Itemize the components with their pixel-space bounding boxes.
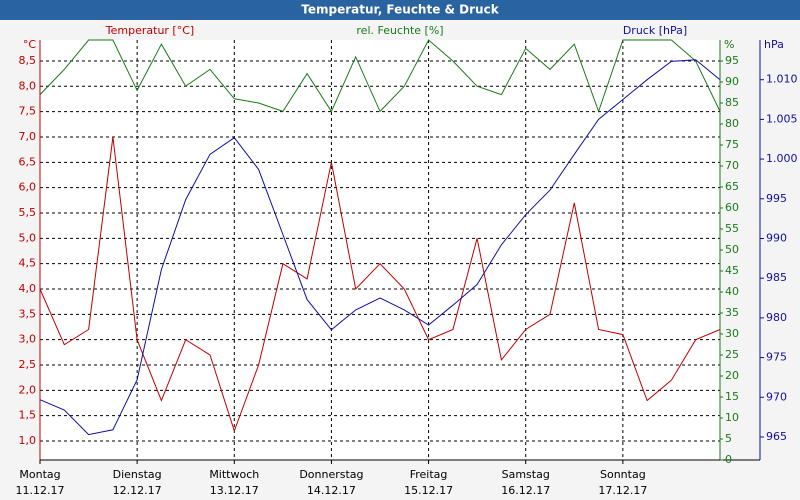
y2-tick-label: 40 — [725, 285, 739, 298]
y-tick-label: 5,5 — [19, 206, 37, 219]
y3-unit: hPa — [764, 38, 784, 51]
y2-tick-label: 65 — [725, 180, 739, 193]
y2-tick-label: 60 — [725, 201, 739, 214]
y-tick-label: 4,5 — [19, 257, 37, 270]
y2-tick-label: 75 — [725, 138, 739, 151]
y-tick-label: 7,0 — [19, 130, 37, 143]
y-tick-label: 2,0 — [19, 383, 37, 396]
y2-tick-label: 70 — [725, 159, 739, 172]
y2-tick-label: 15 — [725, 390, 739, 403]
y-tick-label: 6,5 — [19, 155, 37, 168]
chart-title: Temperatur, Feuchte & Druck — [301, 3, 499, 17]
y2-unit: % — [724, 38, 734, 51]
y2-tick-label: 20 — [725, 369, 739, 382]
y-unit: °C — [23, 38, 37, 51]
y3-tick-label: 1.010 — [766, 73, 798, 86]
y3-tick-label: 975 — [766, 351, 787, 364]
y2-tick-label: 0 — [725, 453, 732, 466]
series-line — [39, 136, 721, 433]
series-title: rel. Feuchte [%] — [356, 24, 443, 37]
y3-tick-label: 1.000 — [766, 152, 798, 165]
y3-tick-label: 1.005 — [766, 112, 798, 125]
y2-tick-label: 90 — [725, 75, 739, 88]
y2-tick-label: 30 — [725, 327, 739, 340]
series-title: Temperatur [°C] — [105, 24, 194, 37]
y2-tick-label: 50 — [725, 243, 739, 256]
y-tick-label: 1,5 — [19, 409, 37, 422]
y2-tick-label: 85 — [725, 96, 739, 109]
y-tick-label: 4,0 — [19, 282, 37, 295]
y3-tick-label: 985 — [766, 271, 787, 284]
y3-tick-label: 980 — [766, 311, 787, 324]
y3-tick-label: 995 — [766, 192, 787, 205]
y-tick-label: 3,0 — [19, 333, 37, 346]
y-tick-label: 8,5 — [19, 54, 37, 67]
series-line — [39, 39, 721, 113]
x-tick-label: Montag — [19, 468, 60, 481]
y2-tick-label: 25 — [725, 348, 739, 361]
x-tick-date: 14.12.17 — [307, 484, 356, 497]
y2-tick-label: 35 — [725, 306, 739, 319]
x-tick-label: Samstag — [502, 468, 550, 481]
y2-tick-label: 45 — [725, 264, 739, 277]
title-bar — [0, 0, 800, 20]
y-tick-label: 7,5 — [19, 105, 37, 118]
x-tick-date: 12.12.17 — [113, 484, 162, 497]
y2-tick-label: 55 — [725, 222, 739, 235]
y2-tick-label: 10 — [725, 411, 739, 424]
y-tick-label: 8,0 — [19, 79, 37, 92]
x-tick-date: 16.12.17 — [501, 484, 550, 497]
x-tick-date: 13.12.17 — [210, 484, 259, 497]
x-tick-label: Dienstag — [113, 468, 162, 481]
y3-tick-label: 970 — [766, 390, 787, 403]
y-tick-label: 1,0 — [19, 434, 37, 447]
y2-tick-label: 5 — [725, 432, 732, 445]
y-tick-label: 3,5 — [19, 307, 37, 320]
x-tick-date: 17.12.17 — [598, 484, 647, 497]
y-tick-label: 6,0 — [19, 181, 37, 194]
x-tick-label: Mittwoch — [209, 468, 259, 481]
x-tick-label: Donnerstag — [299, 468, 363, 481]
x-tick-date: 11.12.17 — [16, 484, 65, 497]
y-tick-label: 5,0 — [19, 231, 37, 244]
x-tick-label: Sonntag — [600, 468, 646, 481]
y3-tick-label: 965 — [766, 430, 787, 443]
y-tick-label: 2,5 — [19, 358, 37, 371]
y3-tick-label: 990 — [766, 231, 787, 244]
x-tick-date: 15.12.17 — [404, 484, 453, 497]
x-tick-label: Freitag — [410, 468, 448, 481]
y2-tick-label: 80 — [725, 117, 739, 130]
series-title: Druck [hPa] — [623, 24, 687, 37]
series-line — [39, 59, 721, 436]
y2-tick-label: 95 — [725, 54, 739, 67]
